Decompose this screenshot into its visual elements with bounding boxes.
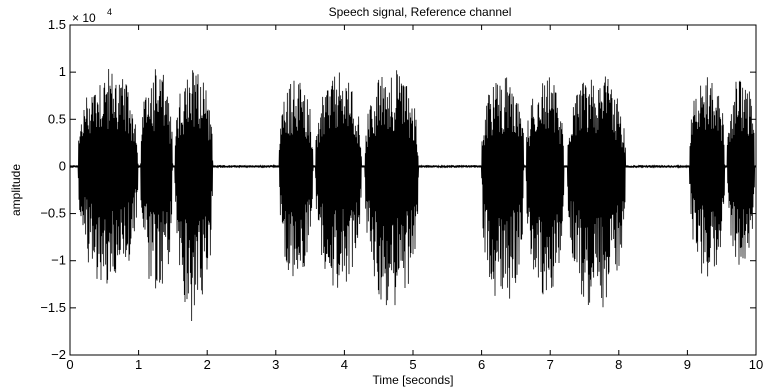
- y-exponent: × 10 4: [72, 7, 112, 25]
- x-tick-label: 2: [204, 357, 211, 372]
- series-line: [69, 68, 757, 322]
- x-tick-label: 0: [66, 357, 73, 372]
- y-axis-label: amplitude: [9, 164, 23, 216]
- y-tick-label: 1.5: [48, 17, 66, 32]
- y-tick-label: −0.5: [40, 206, 66, 221]
- y-tick-label: −1: [51, 253, 66, 268]
- x-tick-labels: 0 1 2 3 4 5 6 7 8 9 10: [66, 357, 763, 372]
- x-tick-label: 7: [547, 357, 554, 372]
- x-tick-label: 10: [749, 357, 763, 372]
- x-tick-label: 8: [615, 357, 622, 372]
- x-tick-label: 1: [135, 357, 142, 372]
- y-tick-label: −1.5: [40, 300, 66, 315]
- y-tick-label: −2: [51, 347, 66, 362]
- x-tick-label: 9: [684, 357, 691, 372]
- y-tick-label: 1: [59, 64, 66, 79]
- axis-ticks: [69, 24, 757, 356]
- y-exponent-label: × 10: [72, 11, 96, 25]
- y-tick-labels: −2 −1.5 −1 −0.5 0 0.5 1 1.5: [40, 17, 66, 362]
- x-axis-label: Time [seconds]: [373, 373, 454, 387]
- plot-area: [69, 24, 757, 356]
- y-tick-label: 0: [59, 158, 66, 173]
- x-tick-label: 6: [478, 357, 485, 372]
- y-tick-label: 0.5: [48, 111, 66, 126]
- x-tick-label: 4: [341, 357, 348, 372]
- x-tick-label: 3: [272, 357, 279, 372]
- chart-title: Speech signal, Reference channel: [329, 5, 512, 19]
- waveform-series: [69, 68, 757, 322]
- y-exponent-power: 4: [107, 7, 112, 17]
- x-tick-label: 5: [409, 357, 416, 372]
